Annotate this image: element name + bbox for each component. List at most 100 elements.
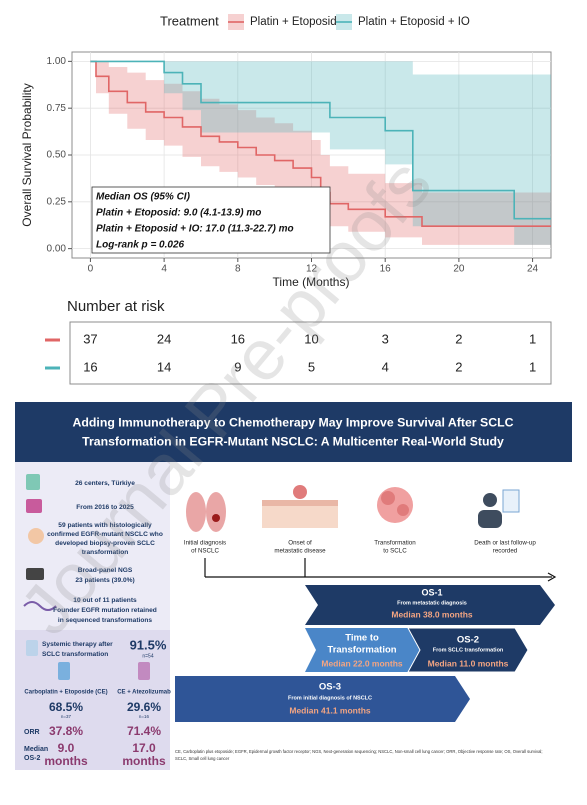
orr-value: 71.4% bbox=[127, 724, 161, 738]
risk-count: 9 bbox=[234, 359, 241, 374]
annotation: Platin + Etoposid + IO: 17.0 (11.3-22.7)… bbox=[96, 224, 294, 235]
risk-count: 16 bbox=[83, 359, 97, 374]
icon-tumor-cluster bbox=[397, 504, 409, 516]
study-text: in sequenced transformations bbox=[58, 617, 152, 624]
risk-table-panel bbox=[69, 321, 552, 385]
timeline-label: Transformation bbox=[374, 540, 416, 547]
icon-calendar bbox=[26, 499, 42, 513]
risk-count: 10 bbox=[304, 331, 318, 346]
icon-building bbox=[26, 474, 40, 490]
risk-count: 2 bbox=[455, 331, 462, 346]
study-text: transformation bbox=[82, 549, 129, 556]
icon-dna bbox=[23, 601, 57, 611]
y-tick-label: 1.00 bbox=[47, 56, 67, 67]
orr-value: 37.8% bbox=[49, 724, 83, 738]
icon-iv bbox=[138, 662, 150, 680]
study-text: From 2016 to 2025 bbox=[76, 504, 134, 511]
study-text: Founder EGFR mutation retained bbox=[53, 607, 157, 614]
y-tick-label: 0.00 bbox=[47, 243, 67, 254]
x-tick-label: 12 bbox=[306, 264, 318, 275]
icon-lungs bbox=[206, 492, 226, 532]
timeline-label: Onset of bbox=[288, 540, 312, 547]
os2-arrow bbox=[407, 627, 529, 673]
risk-count: 14 bbox=[157, 359, 171, 374]
arm-name: Carboplatin + Etoposide (CE) bbox=[24, 690, 107, 696]
risk-count: 5 bbox=[308, 359, 315, 374]
study-panel bbox=[15, 462, 170, 630]
ci-band bbox=[90, 61, 552, 245]
annotation: Platin + Etoposid: 9.0 (4.1-13.9) mo bbox=[96, 208, 261, 219]
arm-percent: 29.6% bbox=[127, 700, 161, 714]
y-tick-label: 0.50 bbox=[47, 150, 67, 161]
timeline-label: metastatic disease bbox=[274, 548, 326, 555]
x-tick-label: 20 bbox=[453, 264, 465, 275]
risk-count: 1 bbox=[529, 359, 536, 374]
icon-cells bbox=[293, 485, 307, 499]
y-tick-label: 0.25 bbox=[47, 196, 67, 207]
x-axis-label: Time (Months) bbox=[273, 275, 350, 289]
timeline-label: recorded bbox=[493, 548, 518, 555]
study-text: 10 out of 11 patients bbox=[73, 597, 137, 604]
study-text: 23 patients (39.0%) bbox=[75, 577, 134, 584]
arm-percent: 68.5% bbox=[49, 700, 83, 714]
icon-iv bbox=[26, 640, 38, 656]
ttt-arrow bbox=[305, 628, 422, 672]
x-tick-label: 24 bbox=[527, 264, 539, 275]
annotation: Median OS (95% CI) bbox=[96, 192, 191, 203]
os2-value: 9.0 bbox=[58, 741, 75, 755]
study-text: developed biopsy-proven SCLC bbox=[55, 540, 155, 547]
icon-iv bbox=[58, 662, 70, 680]
icon-patient bbox=[28, 528, 44, 544]
os2-value: months bbox=[122, 754, 166, 768]
annotation-box bbox=[91, 186, 331, 254]
legend-label: Platin + Etoposid + IO bbox=[358, 16, 470, 28]
footnote: SCLC, Small cell lung cancer bbox=[175, 756, 230, 761]
study-text: Broad-panel NGS bbox=[78, 567, 133, 574]
study-text: confirmed EGFR-mutant NSCLC who bbox=[47, 531, 163, 538]
interval-sub: From initial diagnosis of NSCLC bbox=[288, 695, 372, 701]
interval-median: Median 22.0 months bbox=[321, 658, 403, 668]
risk-count: 3 bbox=[382, 331, 389, 346]
study-text: 26 centers, Türkiye bbox=[75, 480, 135, 487]
annotation: Log-rank p = 0.026 bbox=[96, 240, 185, 251]
arm-n: n=16 bbox=[139, 714, 150, 719]
icon-person bbox=[478, 510, 502, 528]
icon-tumor-cluster bbox=[377, 487, 413, 523]
ci-bands bbox=[90, 61, 552, 245]
interval-name: Time to bbox=[345, 633, 379, 644]
os1-arrow bbox=[305, 585, 555, 625]
therapy-label: SCLC transformation bbox=[42, 651, 108, 658]
interval-name: Transformation bbox=[327, 645, 396, 656]
risk-table-title: Number at risk bbox=[67, 298, 165, 315]
icon-tumor-cluster bbox=[381, 491, 395, 505]
interval-name: OS-3 bbox=[319, 682, 341, 693]
os2-value: months bbox=[44, 754, 88, 768]
risk-table: 37 24 16 10 3 2 1 16 14 9 5 4 2 1 bbox=[45, 331, 536, 374]
legend-title: Treatment bbox=[160, 13, 219, 28]
therapy-n: n=54 bbox=[142, 653, 153, 659]
banner bbox=[15, 402, 572, 462]
risk-count: 24 bbox=[157, 331, 171, 346]
survival-curve bbox=[90, 60, 551, 227]
timeline-label: of NSCLC bbox=[191, 548, 219, 555]
risk-count: 16 bbox=[231, 331, 245, 346]
y-tick-label: 0.75 bbox=[47, 103, 67, 114]
icon-tumor bbox=[212, 514, 220, 522]
ci-band bbox=[90, 61, 552, 245]
x-tick-label: 0 bbox=[88, 264, 94, 275]
interval-median: Median 11.0 months bbox=[428, 658, 509, 668]
x-tick-label: 4 bbox=[161, 264, 167, 275]
orr-label: ORR bbox=[24, 729, 40, 736]
arm-n: n=37 bbox=[61, 714, 72, 719]
icon-lungs bbox=[186, 492, 206, 532]
icon-document bbox=[502, 489, 520, 513]
os2-label: OS-2 bbox=[24, 755, 40, 762]
icon-person bbox=[483, 493, 497, 507]
timeline-arrow bbox=[547, 572, 557, 582]
risk-count: 4 bbox=[382, 359, 389, 374]
interval-median: Median 38.0 months bbox=[391, 609, 473, 619]
risk-count: 2 bbox=[455, 359, 462, 374]
